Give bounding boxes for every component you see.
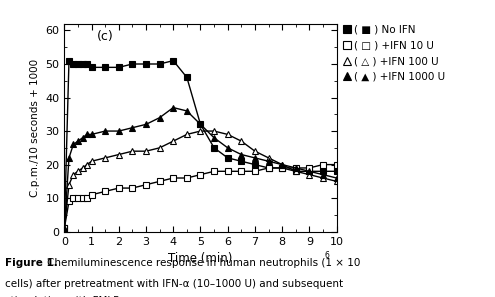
Text: (c): (c) <box>97 30 114 43</box>
Text: cells) after pretreatment with IFN-α (10–1000 U) and subsequent: cells) after pretreatment with IFN-α (10… <box>5 279 343 289</box>
Legend: ( ■ ) No IFN, ( □ ) +IFN 10 U, ( △ ) +IFN 100 U, ( ▲ ) +IFN 1000 U: ( ■ ) No IFN, ( □ ) +IFN 10 U, ( △ ) +IF… <box>342 24 446 83</box>
X-axis label: Time (min): Time (min) <box>168 252 233 265</box>
Y-axis label: C.p.m./10 seconds + 1000: C.p.m./10 seconds + 1000 <box>30 59 40 197</box>
Text: 6: 6 <box>324 251 329 260</box>
Text: stimulation with FMLP.: stimulation with FMLP. <box>5 296 121 297</box>
Text: Chemiluminescence response in human neutrophils (1 × 10: Chemiluminescence response in human neut… <box>47 258 360 268</box>
Text: Figure 1.: Figure 1. <box>5 258 58 268</box>
